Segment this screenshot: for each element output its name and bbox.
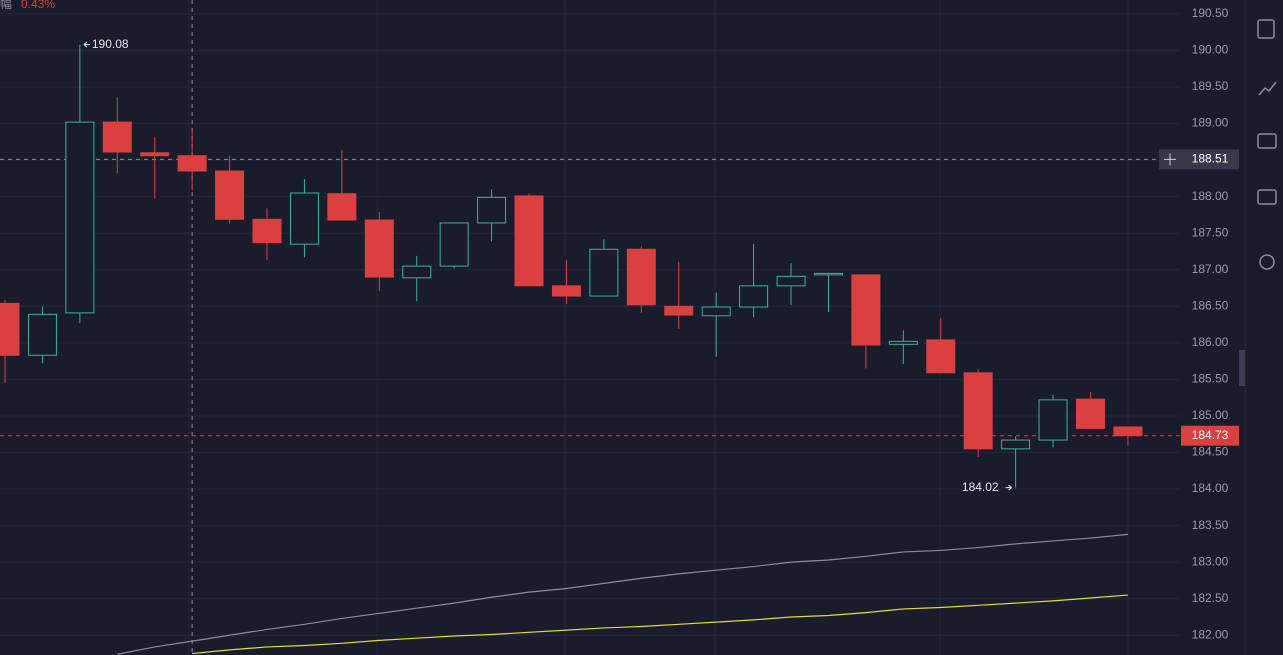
collapse-handle[interactable] [1239, 350, 1245, 386]
y-tick-label: 182.50 [1192, 591, 1229, 605]
y-tick-label: 185.50 [1192, 372, 1229, 386]
candle-body [1038, 399, 1068, 441]
y-tick-label: 183.00 [1192, 554, 1229, 568]
toolbar [1239, 0, 1277, 655]
marker-arrow [1005, 484, 1012, 491]
plot [0, 0, 1180, 655]
candle-body [1113, 426, 1143, 437]
candle-body [813, 272, 843, 276]
y-tick-label: 187.00 [1192, 262, 1229, 276]
candle-body [102, 121, 132, 153]
candle-body [1075, 398, 1105, 429]
y-tick-label: 184.50 [1192, 445, 1229, 459]
candle-body [364, 219, 394, 278]
candle-body [477, 196, 507, 224]
candle-body [215, 170, 245, 220]
tool-icon[interactable] [1259, 254, 1275, 270]
candle-body [888, 340, 918, 345]
y-tick-label: 189.00 [1192, 116, 1229, 130]
y-tick-label: 188.00 [1192, 189, 1229, 203]
y-tick-label: 184.00 [1192, 481, 1229, 495]
marker-arrow [83, 41, 90, 48]
candle-body [27, 313, 57, 356]
last-price-label: 184.73 [1192, 428, 1229, 442]
tool-icon[interactable] [1257, 19, 1275, 39]
y-tick-label: 185.00 [1192, 408, 1229, 422]
candle-body [589, 248, 619, 297]
y-tick-label: 190.50 [1192, 6, 1229, 20]
candle-body [402, 265, 432, 279]
max-marker-label: 190.08 [92, 37, 129, 51]
candle-body [177, 155, 207, 172]
candle-body [851, 274, 881, 346]
candle-body [926, 339, 956, 374]
y-tick-label: 186.50 [1192, 298, 1229, 312]
candle-body [439, 222, 469, 267]
candle-body [252, 218, 282, 244]
moving-average-line [192, 594, 1128, 655]
crosshair-plus [1164, 153, 1176, 166]
candle-body [551, 285, 581, 297]
tool-icon[interactable] [1257, 133, 1277, 149]
candle-body [65, 121, 95, 314]
y-tick-label: 182.00 [1192, 627, 1229, 641]
y-tick-label: 186.00 [1192, 335, 1229, 349]
y-tick-label: 190.00 [1192, 43, 1229, 57]
amplitude-label: 振幅 [0, 0, 12, 11]
min-marker-label: 184.02 [962, 480, 999, 494]
last-price-box [1181, 425, 1239, 446]
candle-body [514, 195, 544, 287]
candle-body [327, 193, 357, 221]
candle-body [664, 305, 694, 316]
y-tick-label: 183.50 [1192, 518, 1229, 532]
y-tick-label: 187.50 [1192, 225, 1229, 239]
candle-body [1001, 439, 1031, 450]
candle-body [739, 285, 769, 308]
y-tick-label: 189.50 [1192, 79, 1229, 93]
tool-icon[interactable] [1257, 189, 1277, 205]
candle-body [701, 306, 731, 317]
candle-body [626, 248, 656, 306]
moving-average-line [117, 533, 1128, 655]
grid [0, 0, 1180, 655]
amplitude-value: 0.43% [21, 0, 55, 11]
candle-body [140, 152, 170, 157]
crosshair-price-box [1181, 149, 1239, 170]
tool-icon[interactable] [1258, 81, 1277, 96]
candle-body [289, 192, 319, 245]
candle-body [776, 275, 806, 287]
candle-body [0, 302, 20, 356]
crosshair-price-label: 188.51 [1192, 152, 1229, 166]
candle-body [963, 372, 993, 450]
